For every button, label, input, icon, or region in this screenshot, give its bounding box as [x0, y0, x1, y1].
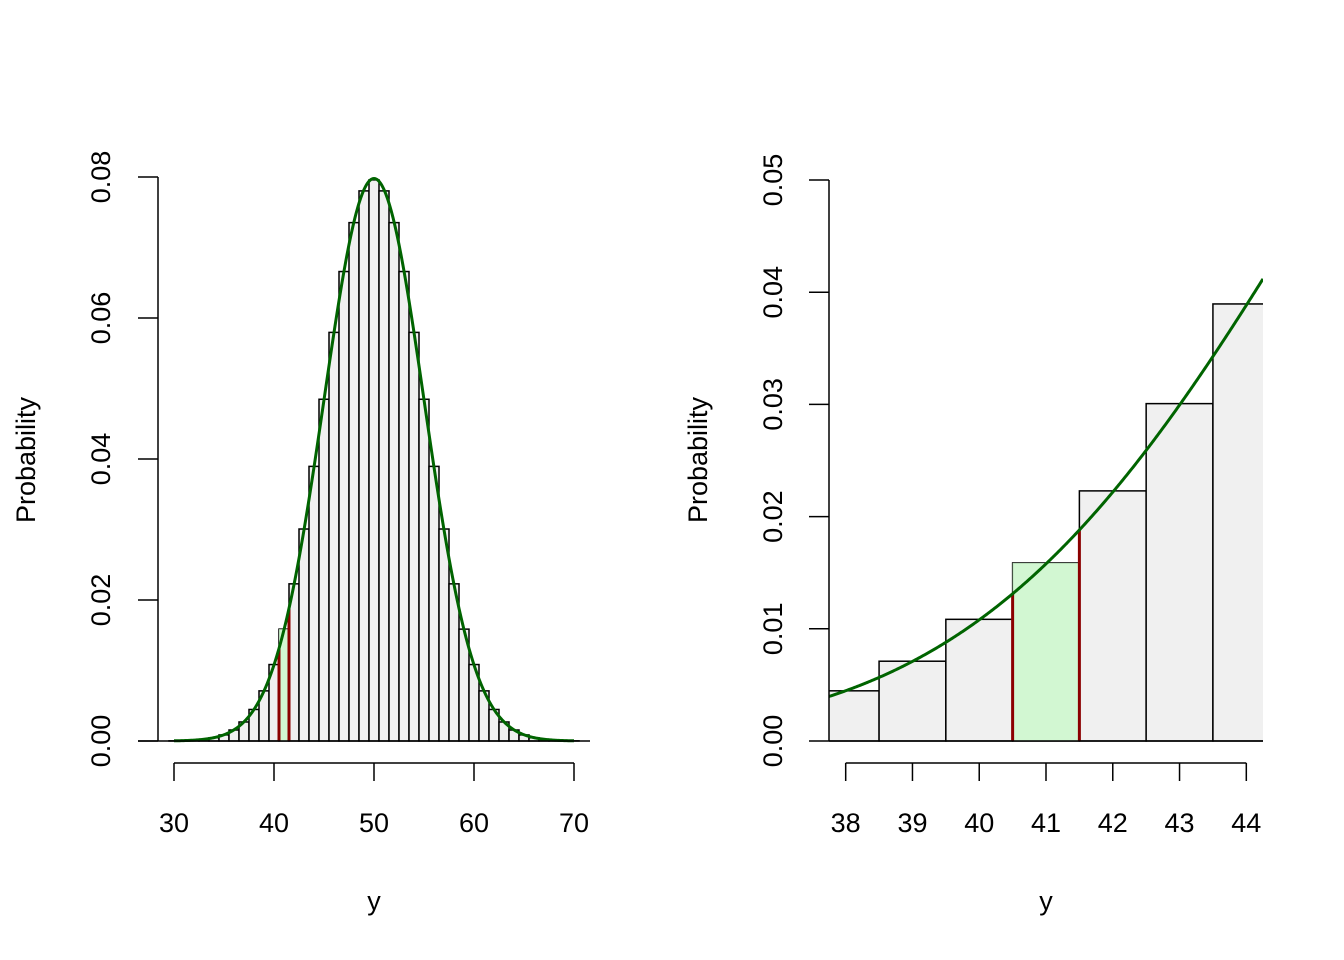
y-tick-label: 0.04: [86, 433, 116, 486]
y-tick-label: 0.05: [758, 154, 788, 207]
x-tick-label: 44: [1231, 808, 1261, 838]
histogram-bar: [388, 221, 400, 742]
histogram-bar: [829, 690, 880, 742]
histogram-bar: [428, 465, 440, 742]
y-tick-label: 0.00: [758, 715, 788, 768]
histogram-bar: [378, 190, 390, 742]
y-tick-label: 0.02: [758, 490, 788, 543]
panel-1: 0.00 0.02 0.04 0.06 0.08 30 40 50 60 70 y Probabili…: [11, 151, 590, 916]
histogram-bar: [1145, 402, 1214, 742]
histogram-bar: [1078, 490, 1147, 742]
histogram-bar: [418, 398, 430, 742]
histogram-bar: [1212, 303, 1263, 742]
histogram-bar: [308, 465, 320, 742]
normal-density-curve: [173, 176, 575, 743]
histogram-bar: [398, 270, 410, 742]
x-tick-label: 40: [259, 808, 289, 838]
y-axis-title: Probability: [683, 396, 713, 523]
y-tick-label: 0.08: [86, 151, 116, 204]
x-tick-label: 50: [359, 808, 389, 838]
interval-fill: [1012, 562, 1080, 741]
normal-density-curve: [829, 278, 1263, 698]
histogram-bar: [318, 398, 330, 742]
x-tick-label: 42: [1098, 808, 1128, 838]
y-axis-title: Probability: [11, 396, 41, 523]
y-tick-label: 0.02: [86, 574, 116, 627]
panel-2: 0.00 0.01 0.02 0.03 0.04 0.05 38 39 40 41 42 43 44 y P…: [683, 154, 1344, 916]
histogram-bar: [368, 179, 380, 742]
x-tick-label: 70: [559, 808, 589, 838]
x-tick-label: 40: [964, 808, 994, 838]
x-tick-label: 39: [897, 808, 927, 838]
histogram-bar: [408, 331, 420, 742]
x-tick-label: 60: [459, 808, 489, 838]
histogram-bar: [328, 331, 340, 742]
plot-area: [829, 197, 1344, 742]
x-tick-label: 41: [1031, 808, 1061, 838]
y-tick-label: 0.01: [758, 603, 788, 656]
x-axis-title: y: [367, 886, 381, 916]
histogram-bar: [438, 528, 450, 742]
x-tick-label: 30: [159, 808, 189, 838]
x-axis-title: y: [1039, 886, 1053, 916]
x-tick-label: 38: [831, 808, 861, 838]
interval-fill: [279, 629, 289, 741]
histogram-bar: [298, 528, 310, 742]
y-tick-label: 0.00: [86, 715, 116, 768]
y-tick-label: 0.03: [758, 378, 788, 431]
y-tick-label: 0.04: [758, 266, 788, 319]
y-tick-label: 0.06: [86, 292, 116, 345]
histogram-bar: [358, 190, 370, 742]
plot-area: [168, 176, 580, 743]
histogram-bar: [1280, 197, 1344, 741]
x-tick-label: 43: [1165, 808, 1195, 838]
histogram-bar: [338, 270, 350, 742]
histogram-bar: [348, 221, 360, 742]
